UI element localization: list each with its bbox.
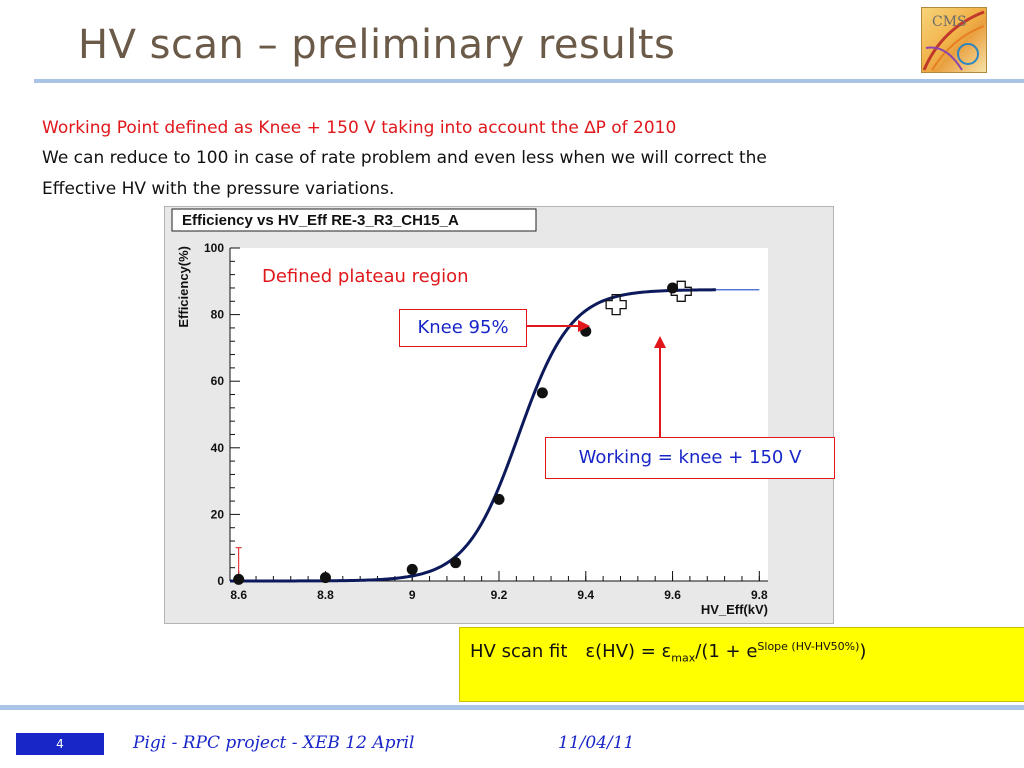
data-point: [494, 494, 505, 505]
data-point: [407, 564, 418, 575]
reduce-text-line-2: Effective HV with the pressure variation…: [42, 179, 394, 199]
title-divider: [34, 79, 1024, 83]
cms-logo: CMS: [921, 7, 987, 73]
x-tick-label: 9.6: [664, 588, 681, 602]
plateau-annotation: Defined plateau region: [262, 266, 469, 287]
fit-formula-sub: max: [671, 652, 695, 665]
y-axis-label: Efficiency(%): [176, 246, 191, 328]
y-tick-label: 60: [211, 374, 225, 388]
data-point: [233, 574, 244, 585]
footer-date: 11/04/11: [558, 733, 634, 753]
y-tick-label: 80: [211, 308, 225, 322]
y-tick-label: 40: [211, 441, 225, 455]
data-point: [537, 387, 548, 398]
x-tick-label: 8.8: [317, 588, 334, 602]
x-tick-label: 9: [409, 588, 416, 602]
x-tick-label: 9.8: [751, 588, 768, 602]
x-tick-label: 9.4: [577, 588, 594, 602]
chart-title: Efficiency vs HV_Eff RE-3_R3_CH15_A: [182, 212, 459, 229]
reduce-text-line-1: We can reduce to 100 in case of rate pro…: [42, 148, 767, 168]
knee-callout: Knee 95%: [399, 309, 527, 347]
y-tick-label: 0: [217, 574, 224, 588]
data-point: [450, 557, 461, 568]
slide-title: HV scan – preliminary results: [78, 22, 675, 68]
x-tick-label: 8.6: [230, 588, 247, 602]
fit-formula-box: HV scan fit ε(HV) = εmax/(1 + eSlope (HV-…: [459, 627, 1024, 702]
footer-title: Pigi - RPC project - XEB 12 April: [133, 733, 414, 753]
x-tick-label: 9.2: [491, 588, 508, 602]
footer-divider: [0, 705, 1024, 710]
fit-formula-mid: /(1 + e: [695, 641, 757, 662]
fit-formula-main: ε(HV) = ε: [585, 641, 671, 662]
working-point-text: Working Point defined as Knee + 150 V ta…: [42, 118, 676, 138]
working-callout: Working = knee + 150 V: [545, 437, 835, 479]
fit-formula-sup: Slope (HV-HV50%): [757, 640, 859, 653]
page-number: 4: [16, 733, 104, 755]
fit-formula: HV scan fit ε(HV) = εmax/(1 + eSlope (HV-…: [470, 640, 866, 665]
y-tick-label: 100: [204, 241, 224, 255]
y-tick-label: 20: [211, 507, 225, 521]
data-point: [320, 572, 331, 583]
x-axis-label: HV_Eff(kV): [701, 602, 768, 617]
plot-area: [230, 248, 768, 581]
fit-formula-end: ): [859, 641, 866, 662]
cms-logo-text: CMS: [932, 14, 967, 30]
data-point: [667, 282, 678, 293]
fit-label: HV scan fit: [470, 641, 567, 662]
